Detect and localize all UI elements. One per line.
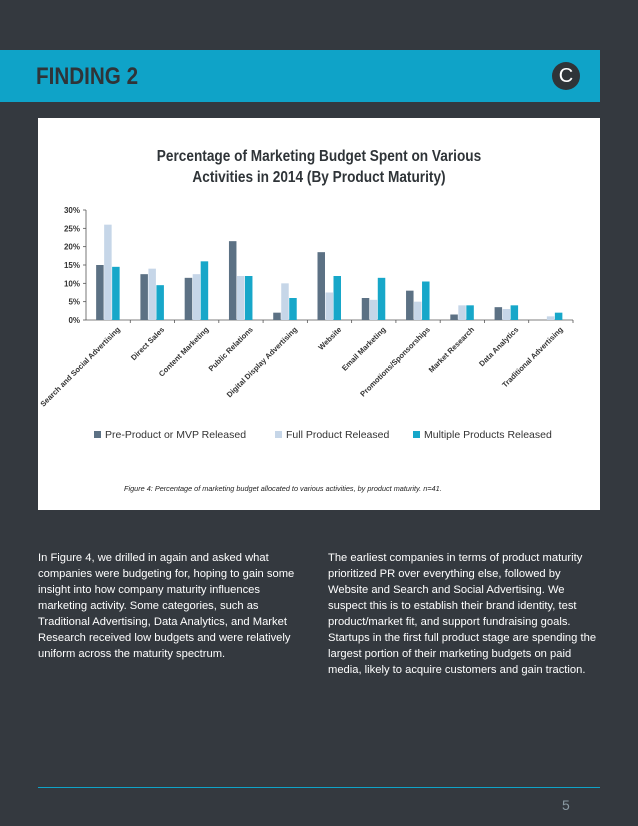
bar [140, 274, 148, 320]
finding-banner: FINDING 2 C [0, 50, 600, 102]
bar [148, 268, 156, 320]
x-tick-label: Public Relations [207, 325, 255, 373]
chart-title: Percentage of Marketing Budget Spent on … [38, 146, 600, 188]
bar [317, 252, 325, 320]
bar [289, 298, 297, 320]
bar [554, 312, 563, 320]
bar [458, 305, 466, 320]
legend-swatch [94, 431, 101, 438]
page-number: 5 [562, 797, 570, 813]
bar [450, 314, 458, 320]
bar [200, 261, 209, 320]
bar [192, 274, 201, 320]
y-tick-label: 15% [64, 261, 80, 270]
bar [156, 285, 164, 320]
bar [502, 309, 511, 320]
bar [377, 277, 386, 320]
legend-swatch [275, 431, 282, 438]
y-tick-label: 10% [64, 279, 80, 288]
bar [333, 276, 341, 320]
legend-label: Full Product Released [286, 429, 389, 441]
bar [414, 301, 422, 320]
x-tick-label: Direct Sales [129, 325, 166, 362]
y-tick-label: 25% [64, 224, 80, 233]
chart-title-line-2: Activities in 2014 (By Product Maturity) [192, 169, 446, 186]
bar [361, 298, 370, 320]
x-tick-label: Digital Display Advertising [225, 325, 299, 399]
bar [228, 241, 237, 320]
x-tick-label: Content Marketing [157, 325, 211, 379]
bar [466, 305, 474, 320]
bar [369, 299, 378, 320]
x-tick-label: Search and Social Advertising [38, 325, 122, 409]
bar [494, 307, 503, 320]
footer-divider [38, 787, 600, 788]
body-text-right: The earliest companies in terms of produ… [328, 552, 597, 676]
figure-caption: Figure 4: Percentage of marketing budget… [124, 484, 442, 493]
c-logo-icon: C [552, 62, 580, 90]
finding-title: FINDING 2 [36, 63, 139, 90]
legend-label: Multiple Products Released [424, 429, 552, 441]
x-tick-label: Email Marketing [340, 325, 388, 373]
chart-title-line-1: Percentage of Marketing Budget Spent on … [156, 148, 482, 165]
bar [96, 265, 104, 320]
bar-chart: 0% 5% 10% 15% 20% 25% 30% Search and Social Adv… [38, 206, 574, 441]
y-tick-label: 0% [68, 316, 80, 325]
chart-panel: Percentage of Marketing Budget Spent on … [38, 118, 600, 510]
x-tick-label: Website [316, 325, 343, 352]
y-tick-label: 30% [64, 206, 80, 215]
body-text-left: In Figure 4, we drilled in again and ask… [38, 552, 295, 660]
bar [325, 292, 333, 320]
bar [510, 305, 519, 320]
bar [406, 290, 414, 320]
bar [236, 276, 245, 320]
x-tick-label: Data Analytics [477, 325, 520, 368]
legend-label: Pre-Product or MVP Released [105, 429, 246, 441]
y-tick-label: 20% [64, 243, 80, 252]
legend-swatch [413, 431, 420, 438]
bar [273, 312, 281, 320]
bar [546, 316, 555, 320]
bar [244, 276, 253, 320]
bar [281, 283, 289, 320]
x-tick-label: Market Research [427, 325, 477, 375]
y-tick-label: 5% [68, 298, 80, 307]
bar [112, 266, 120, 320]
bar [184, 277, 193, 320]
bar [104, 224, 112, 320]
bar [422, 281, 430, 320]
